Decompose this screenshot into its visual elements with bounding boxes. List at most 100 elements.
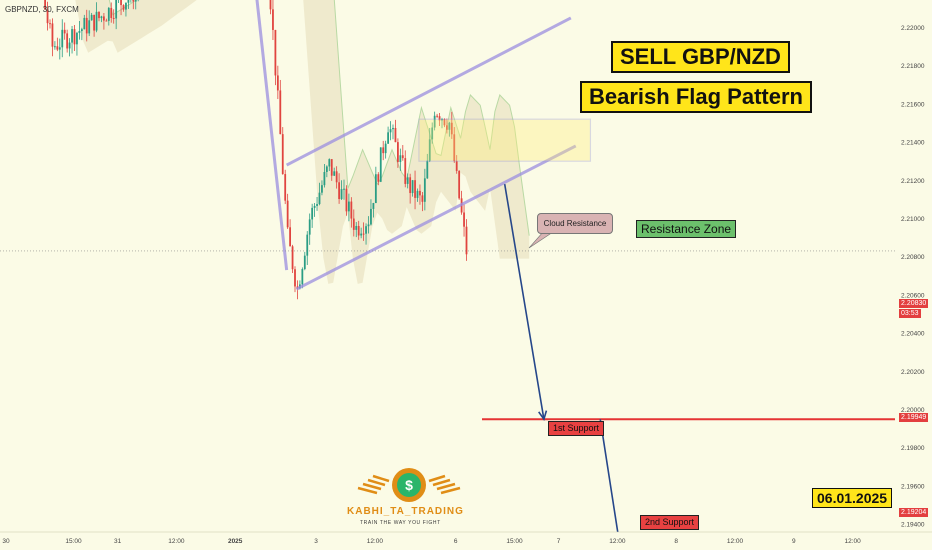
candle-body bbox=[279, 90, 282, 135]
candle-body bbox=[352, 218, 355, 230]
candle-body bbox=[286, 200, 289, 228]
candle-body bbox=[51, 23, 54, 47]
candle-body bbox=[54, 46, 56, 48]
candle-body bbox=[404, 158, 407, 184]
candle-body bbox=[431, 127, 434, 140]
time-axis-bg bbox=[0, 532, 932, 550]
candle-body bbox=[66, 33, 69, 49]
candle-body bbox=[333, 171, 336, 176]
candle-body bbox=[365, 226, 367, 234]
candle-body bbox=[73, 29, 76, 45]
wing-right-feather bbox=[428, 474, 446, 483]
candle-body bbox=[374, 174, 377, 204]
candle-body bbox=[100, 16, 103, 19]
candle-body bbox=[330, 159, 333, 176]
candle-body bbox=[423, 178, 426, 202]
candle-body bbox=[409, 177, 412, 194]
pattern-banner: Bearish Flag Pattern bbox=[580, 81, 812, 113]
wing-left-feather bbox=[367, 478, 386, 487]
candle-body bbox=[61, 29, 64, 48]
candle-body bbox=[436, 115, 438, 117]
candle-body bbox=[294, 269, 296, 287]
wing-right-feather bbox=[432, 478, 451, 487]
candle-body bbox=[303, 255, 306, 270]
time-tick-label: 9 bbox=[792, 538, 796, 545]
flag-lower-line bbox=[295, 144, 577, 291]
candles bbox=[44, 0, 468, 300]
candle-body bbox=[323, 171, 326, 186]
candle-body bbox=[276, 75, 279, 91]
candle-body bbox=[58, 47, 61, 50]
candle-body bbox=[463, 212, 465, 227]
dollar-icon: $ bbox=[405, 477, 413, 493]
candle-body bbox=[269, 0, 272, 10]
ichimoku-cloud bbox=[75, 0, 530, 284]
candle-body bbox=[103, 16, 105, 21]
candle-body bbox=[455, 161, 458, 171]
candle-body bbox=[397, 142, 399, 163]
candle-body bbox=[107, 7, 110, 21]
symbol-label: GBPNZD, 30, FXCM bbox=[5, 5, 79, 14]
time-tick-label: 6 bbox=[454, 538, 458, 545]
projection-arrow-1-head bbox=[538, 410, 548, 422]
candle-body bbox=[450, 122, 453, 135]
resistance-zone-label: Resistance Zone bbox=[636, 220, 737, 238]
candle-body bbox=[122, 5, 125, 10]
candle-body bbox=[115, 0, 118, 19]
candle-body bbox=[49, 23, 51, 25]
price-tick-label: 2.21600 bbox=[901, 101, 925, 108]
candle-body bbox=[392, 127, 394, 130]
candle-body bbox=[134, 0, 137, 2]
candle-body bbox=[313, 205, 316, 208]
candle-body bbox=[416, 190, 419, 198]
candle-body bbox=[389, 129, 392, 133]
candle-body bbox=[306, 234, 309, 256]
candle-body bbox=[446, 125, 448, 130]
candle-body bbox=[68, 42, 71, 49]
candle-body bbox=[120, 0, 122, 6]
candle-body bbox=[93, 14, 95, 31]
wing-left-feather bbox=[362, 482, 382, 491]
candle-body bbox=[325, 166, 328, 172]
candle-body bbox=[340, 189, 343, 200]
candle-body bbox=[465, 226, 468, 255]
projection-arrow-1 bbox=[503, 183, 545, 420]
time-tick-label: 15:00 bbox=[506, 538, 523, 545]
candle-body bbox=[433, 115, 436, 128]
candle-body bbox=[428, 139, 431, 161]
candle-body bbox=[316, 204, 318, 206]
logo-coin bbox=[397, 473, 421, 497]
support-2-label: 2nd Support bbox=[640, 515, 700, 530]
candle-body bbox=[291, 246, 294, 270]
price-tick-label: 2.21400 bbox=[901, 140, 925, 147]
candle-body bbox=[348, 201, 350, 212]
candle-body bbox=[343, 188, 345, 190]
candle-body bbox=[426, 160, 429, 179]
candle-body bbox=[367, 224, 370, 227]
candle-body bbox=[382, 147, 385, 154]
candle-body bbox=[384, 143, 387, 154]
candle-body bbox=[448, 122, 451, 130]
time-tick-label: 12:00 bbox=[844, 538, 861, 545]
support-1-label: 1st Support bbox=[548, 421, 605, 436]
candle-body bbox=[345, 188, 348, 212]
price-tick-label: 2.21000 bbox=[901, 216, 925, 223]
candle-body bbox=[289, 227, 291, 247]
brand-name: KABHI_TA_TRADING bbox=[347, 506, 464, 517]
support-2-price-tag: 2.19204 bbox=[899, 508, 929, 517]
candle-body bbox=[105, 20, 108, 22]
candle-body bbox=[112, 17, 115, 19]
candle-body bbox=[318, 192, 321, 205]
candle-body bbox=[311, 207, 314, 220]
brand-tagline: TRAIN THE WAY YOU FIGHT bbox=[360, 520, 441, 526]
price-tick-label: 2.20400 bbox=[901, 331, 925, 338]
candle-body bbox=[321, 185, 323, 193]
flag-upper-line bbox=[285, 16, 572, 167]
time-tick-label: 15:00 bbox=[65, 538, 82, 545]
candle-body bbox=[406, 177, 409, 184]
candle-body bbox=[63, 29, 66, 34]
time-tick-label: 12:00 bbox=[367, 538, 384, 545]
price-tick-label: 2.20600 bbox=[901, 292, 925, 299]
price-tick-label: 2.19600 bbox=[901, 483, 925, 490]
price-tick-label: 2.19800 bbox=[901, 445, 925, 452]
